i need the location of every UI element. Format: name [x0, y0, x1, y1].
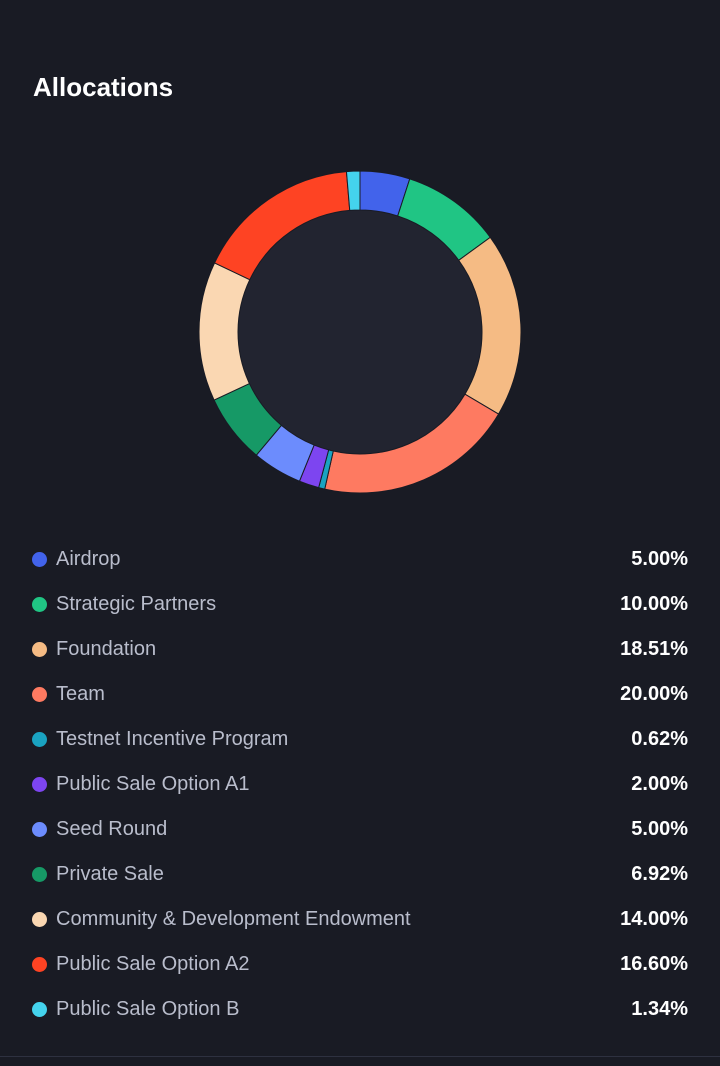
- bottom-divider: [0, 1056, 720, 1057]
- legend-color-dot: [32, 687, 47, 702]
- legend-item[interactable]: Public Sale Option A2 16.60%: [0, 942, 720, 987]
- legend-item[interactable]: Private Sale 6.92%: [0, 852, 720, 897]
- legend-color-dot: [32, 642, 47, 657]
- donut-hole: [238, 210, 482, 454]
- legend-color-dot: [32, 732, 47, 747]
- legend-color-dot: [32, 597, 47, 612]
- allocation-donut-chart: [199, 171, 521, 493]
- legend-label: Private Sale: [56, 863, 164, 885]
- legend-item[interactable]: Community & Development Endowment 14.00%: [0, 897, 720, 942]
- legend-item[interactable]: Foundation 18.51%: [0, 627, 720, 672]
- donut-slice[interactable]: [345, 171, 361, 211]
- legend-value: 14.00%: [620, 908, 688, 930]
- legend-item[interactable]: Testnet Incentive Program 0.62%: [0, 717, 720, 762]
- legend-item[interactable]: Public Sale Option B 1.34%: [0, 987, 720, 1032]
- legend-color-dot: [32, 912, 47, 927]
- legend-value: 20.00%: [620, 683, 688, 705]
- legend-color-dot: [32, 1002, 47, 1017]
- legend-value: 0.62%: [631, 728, 688, 750]
- legend-label: Testnet Incentive Program: [56, 728, 289, 750]
- legend-label: Airdrop: [56, 548, 121, 570]
- legend-item[interactable]: Airdrop 5.00%: [0, 537, 720, 582]
- legend-color-dot: [32, 867, 47, 882]
- legend-value: 10.00%: [620, 593, 688, 615]
- legend-label: Public Sale Option A1: [56, 773, 250, 795]
- legend-label: Seed Round: [56, 818, 168, 840]
- legend-label: Foundation: [56, 638, 157, 660]
- legend-value: 5.00%: [631, 548, 688, 570]
- legend-label: Strategic Partners: [56, 593, 217, 615]
- legend-color-dot: [32, 777, 47, 792]
- donut-svg: [199, 171, 521, 493]
- legend-item[interactable]: Strategic Partners 10.00%: [0, 582, 720, 627]
- legend-item[interactable]: Team 20.00%: [0, 672, 720, 717]
- legend-value: 1.34%: [631, 998, 688, 1020]
- legend-value: 16.60%: [620, 953, 688, 975]
- legend-item[interactable]: Public Sale Option A1 2.00%: [0, 762, 720, 807]
- legend-color-dot: [32, 552, 47, 567]
- legend-label: Public Sale Option B: [56, 998, 240, 1020]
- legend-item[interactable]: Seed Round 5.00%: [0, 807, 720, 852]
- page-title: Allocations: [33, 72, 174, 102]
- legend-value: 2.00%: [631, 773, 688, 795]
- legend-label: Team: [56, 683, 105, 705]
- legend-color-dot: [32, 957, 47, 972]
- legend-label: Public Sale Option A2: [56, 953, 250, 975]
- legend-label: Community & Development Endowment: [56, 908, 411, 930]
- legend-value: 6.92%: [631, 863, 688, 885]
- legend-value: 5.00%: [631, 818, 688, 840]
- legend-value: 18.51%: [620, 638, 688, 660]
- legend-color-dot: [32, 822, 47, 837]
- allocation-legend: Airdrop 5.00% Strategic Partners 10.00% Foun…: [0, 537, 720, 1032]
